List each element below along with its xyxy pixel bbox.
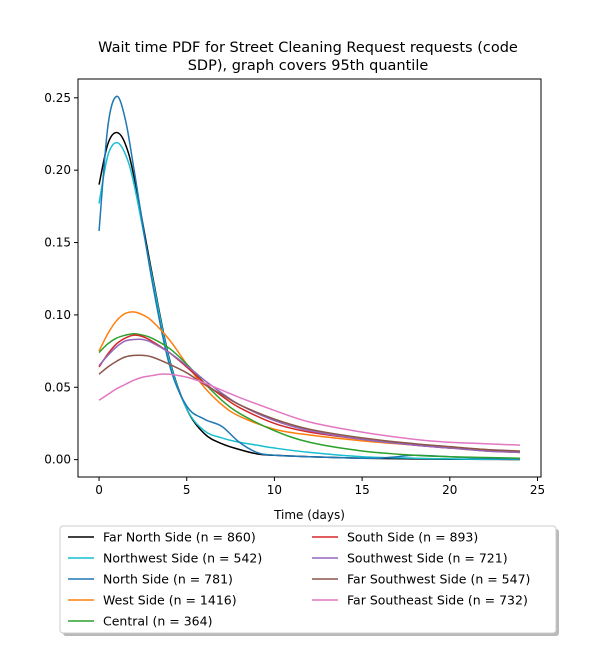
series-line-0	[98, 131, 520, 461]
legend-label-2: North Side (n = 781)	[103, 572, 233, 587]
series-line-7	[98, 354, 520, 452]
series-line-1	[98, 141, 520, 461]
chart-title: Wait time PDF for Street Cleaning Reques…	[98, 40, 518, 74]
legend-label-1: Northwest Side (n = 542)	[103, 551, 262, 566]
chart-title-line-2: SDP), graph covers 95th quantile	[188, 58, 429, 74]
legend: Far North Side (n = 860) Northwest Side (…	[59, 525, 559, 636]
x-tick-label-2: 10	[267, 483, 282, 497]
legend-label-4: Central (n = 364)	[103, 614, 212, 629]
y-axis-ticks: 0.00 0.05 0.10 0.15 0.20 0.25	[44, 91, 78, 467]
legend-frame	[59, 525, 557, 634]
plot-area-frame	[77, 78, 542, 478]
legend-label-7: Far Southwest Side (n = 547)	[347, 572, 530, 587]
legend-label-8: Far Southeast Side (n = 732)	[347, 593, 528, 608]
legend-entries: Far North Side (n = 860) Northwest Side (…	[68, 530, 530, 629]
y-tick-label-3: 0.15	[44, 236, 71, 250]
x-axis-ticks: 0 5 10 15 20 25	[95, 477, 545, 497]
y-tick-label-1: 0.05	[44, 380, 71, 394]
y-tick-label-0: 0.00	[44, 453, 71, 467]
series-line-4	[98, 332, 520, 459]
y-tick-label-4: 0.20	[44, 163, 71, 177]
legend-label-5: South Side (n = 893)	[347, 530, 478, 545]
x-tick-label-4: 20	[442, 483, 457, 497]
legend-label-0: Far North Side (n = 860)	[103, 530, 256, 545]
x-tick-label-1: 5	[183, 483, 191, 497]
series-layer	[98, 95, 521, 461]
series-line-6	[98, 338, 520, 454]
y-tick-label-2: 0.10	[44, 308, 71, 322]
series-line-8	[98, 373, 520, 446]
x-axis-label: Time (days)	[273, 508, 345, 522]
legend-label-6: Southwest Side (n = 721)	[347, 551, 508, 566]
legend-label-3: West Side (n = 1416)	[103, 593, 237, 608]
x-tick-label-5: 25	[530, 483, 545, 497]
series-line-2	[98, 95, 520, 460]
chart-title-line-1: Wait time PDF for Street Cleaning Reques…	[98, 40, 518, 56]
y-tick-label-5: 0.25	[44, 91, 71, 105]
x-tick-label-3: 15	[354, 483, 369, 497]
x-tick-label-0: 0	[95, 483, 103, 497]
